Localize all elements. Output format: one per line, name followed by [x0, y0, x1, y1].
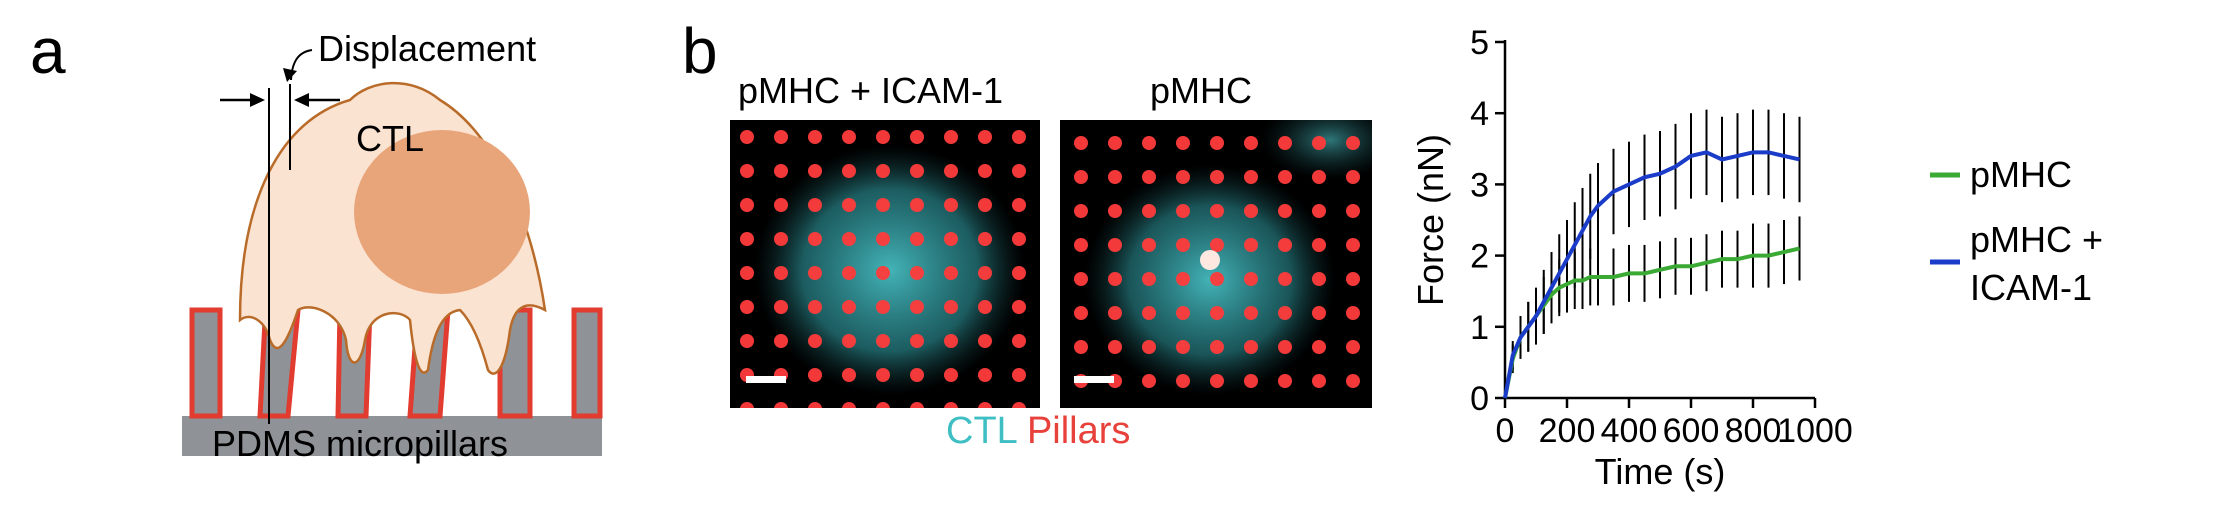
x-axis-label: Time (s)	[1595, 451, 1726, 492]
series-line-pmhc-icam1	[1503, 150, 1800, 399]
x-tick-label: 600	[1663, 412, 1720, 450]
micrograph-pmhc-icam1	[730, 120, 1040, 408]
micrograph-pmhc	[1060, 120, 1372, 408]
cell-nucleus	[354, 130, 530, 294]
x-tick-label: 800	[1725, 412, 1782, 450]
series-line-pmhc	[1503, 246, 1800, 399]
cell-label: CTL	[356, 118, 425, 159]
x-tick-label: 200	[1539, 412, 1596, 450]
channel-legend: CTL Pillars	[946, 410, 1130, 453]
y-axis-label: Force (nN)	[1410, 134, 1451, 306]
panel-b-letter: b	[682, 15, 718, 87]
y-tick-label: 1	[1470, 309, 1489, 347]
panel-a-letter: a	[30, 15, 66, 87]
displacement-label: Displacement	[318, 28, 537, 69]
micropillars	[189, 298, 603, 419]
image-title-pmhc-icam1: pMHC + ICAM-1	[738, 70, 1004, 111]
y-tick-label: 5	[1470, 24, 1489, 62]
substrate-label: PDMS micropillars	[212, 423, 509, 464]
legend-label-pmhc-icam1-line2: ICAM-1	[1970, 267, 2092, 308]
y-tick-label: 4	[1470, 95, 1489, 133]
scale-bar	[746, 376, 786, 383]
legend-label-pmhc-icam1-line1: pMHC +	[1970, 219, 2103, 260]
pointer-arrow-icon	[283, 68, 297, 82]
channel-label-ctl: CTL	[946, 410, 1017, 452]
cell-on-pillars-diagram	[182, 49, 603, 456]
y-tick-label: 2	[1470, 238, 1489, 276]
x-tick-label: 400	[1601, 412, 1658, 450]
channel-label-pillars: Pillars	[1026, 410, 1131, 452]
image-title-pmhc: pMHC	[1150, 70, 1253, 111]
scale-bar	[1074, 376, 1114, 383]
legend-label-pmhc: pMHC	[1970, 154, 2072, 195]
arrow-right-icon	[250, 93, 265, 107]
arrow-left-icon	[294, 93, 309, 107]
substrate-base	[182, 416, 602, 456]
x-tick-label: 1000	[1777, 412, 1853, 450]
y-tick-label: 0	[1470, 380, 1489, 418]
x-tick-label: 0	[1496, 412, 1515, 450]
y-tick-label: 3	[1470, 166, 1489, 204]
